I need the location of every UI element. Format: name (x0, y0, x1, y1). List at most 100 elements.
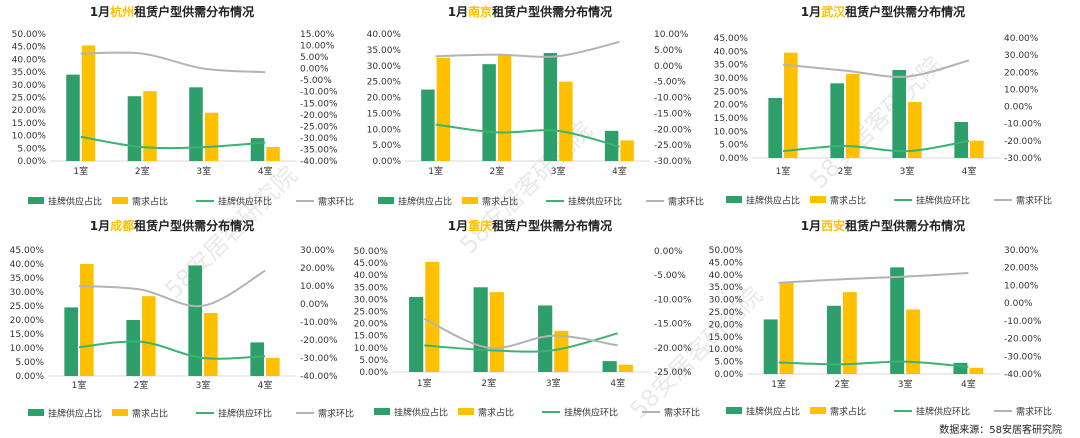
bar (482, 64, 496, 161)
x-tick-label: 2室 (835, 378, 850, 390)
y2-tick-label: -20.00% (300, 336, 338, 346)
series-line (424, 332, 619, 353)
bar (266, 147, 280, 161)
legend-swatch (112, 197, 128, 204)
y2-tick-label: 30.00% (1004, 51, 1039, 61)
y2-tick-label: -5.00% (654, 271, 686, 281)
legend-label: 挂牌供应环比 (564, 407, 618, 419)
legend-label: 挂牌供应占比 (394, 407, 448, 419)
chart-title: 1月成都租赁户型供需分布情况 (90, 218, 254, 233)
bar (784, 52, 798, 158)
y2-tick-label: 10.00% (300, 42, 335, 52)
y2-tick-label: -10.00% (1004, 120, 1042, 130)
bar (81, 45, 96, 161)
bar (188, 265, 202, 376)
legend-label: 需求占比 (132, 408, 168, 420)
bar (969, 367, 984, 374)
y2-tick-label: -30.00% (300, 354, 338, 364)
bar (953, 362, 968, 374)
x-tick-label: 4室 (610, 377, 625, 389)
bar (127, 96, 142, 161)
y2-tick-label: -35.00% (300, 145, 338, 155)
legend-label: 需求占比 (830, 195, 866, 207)
x-tick-label: 1室 (417, 377, 432, 389)
chart-panel: 1月杭州租赁户型供需分布情况0.00%5.00%10.00%15.00%20.0… (12, 4, 354, 208)
y-tick-label: 15.00% (714, 114, 749, 124)
y-tick-label: 40.00% (709, 271, 744, 281)
y2-tick-label: 30.00% (1004, 246, 1039, 256)
x-tick-label: 3室 (900, 165, 915, 177)
bar (890, 267, 905, 374)
legend-label: 需求占比 (482, 196, 518, 208)
series-line (80, 135, 266, 150)
bar (543, 53, 558, 161)
legend-label: 挂牌供应占比 (48, 408, 102, 420)
y-tick-label: 5.00% (372, 141, 401, 151)
x-tick-label: 3室 (196, 165, 211, 177)
bar (64, 307, 78, 376)
y2-tick-label: -10.00% (1004, 317, 1042, 327)
y2-tick-label: 15.00% (300, 30, 335, 40)
x-tick-label: 2室 (481, 377, 496, 389)
y-tick-label: 50.00% (354, 247, 389, 257)
y-tick-label: 45.00% (10, 246, 45, 256)
x-tick-label: 4室 (258, 379, 273, 391)
y-tick-label: 15.00% (709, 333, 744, 343)
y-tick-label: 30.00% (714, 74, 749, 84)
y-tick-label: 40.00% (354, 271, 389, 281)
y-tick-label: 35.00% (10, 274, 45, 284)
bar (142, 296, 156, 376)
x-tick-label: 3室 (551, 165, 566, 177)
y2-tick-label: 0.00% (300, 300, 329, 310)
x-tick-label: 4室 (258, 165, 273, 177)
bar (204, 313, 218, 376)
series-line (78, 340, 266, 360)
legend-swatch (462, 197, 478, 204)
y2-tick-label: 0.00% (300, 65, 329, 75)
y-tick-label: 45.00% (709, 258, 744, 268)
bar (250, 342, 264, 376)
y2-tick-label: 20.00% (300, 264, 335, 274)
y-tick-label: 15.00% (354, 332, 389, 342)
y2-tick-label: -25.00% (654, 141, 692, 151)
legend-swatch (726, 196, 742, 203)
y2-tick-label: -15.00% (654, 109, 692, 119)
y2-tick-label: -20.00% (1004, 137, 1042, 147)
bar (80, 264, 94, 376)
y-tick-label: 25.00% (367, 78, 402, 88)
y-tick-label: 35.00% (12, 68, 47, 78)
y-tick-label: 5.00% (15, 358, 44, 368)
y-tick-label: 20.00% (709, 320, 744, 330)
legend-label: 挂牌供应占比 (398, 196, 452, 208)
legend-swatch (458, 408, 474, 415)
y-tick-label: 30.00% (709, 296, 744, 306)
y2-tick-label: 0.00% (1004, 103, 1033, 113)
y2-tick-label: 20.00% (1004, 68, 1039, 78)
y-tick-label: 35.00% (367, 46, 402, 56)
bar (421, 89, 435, 161)
bar (538, 305, 553, 372)
y-tick-label: 15.00% (367, 109, 402, 119)
series-line (778, 360, 969, 368)
y2-tick-label: -40.00% (300, 372, 338, 382)
series-line (782, 59, 970, 78)
legend-swatch (112, 409, 128, 416)
bar (892, 70, 906, 158)
bar (409, 296, 424, 372)
y-tick-label: 10.00% (10, 344, 45, 354)
y2-tick-label: 10.00% (1004, 281, 1039, 291)
x-tick-label: 2室 (838, 165, 853, 177)
y-tick-label: 15.00% (10, 330, 45, 340)
chart-title: 1月西安租赁户型供需分布情况 (801, 218, 965, 233)
x-tick-label: 2室 (490, 165, 505, 177)
watermark-text: 58安居客研究院 (624, 281, 767, 424)
y-tick-label: 20.00% (354, 320, 389, 330)
x-tick-label: 4室 (961, 378, 976, 390)
chart-panel: 1月重庆租赁户型供需分布情况 0.00% 5.00% 10.00% 15.00% 20.0… (354, 218, 700, 419)
y2-tick-label: -15.00% (654, 320, 692, 330)
y-tick-label: 10.00% (354, 344, 389, 354)
chart-title: 1月武汉租赁户型供需分布情况 (801, 4, 965, 19)
bar (846, 74, 860, 158)
bar (497, 54, 512, 162)
x-tick-label: 2室 (135, 165, 150, 177)
